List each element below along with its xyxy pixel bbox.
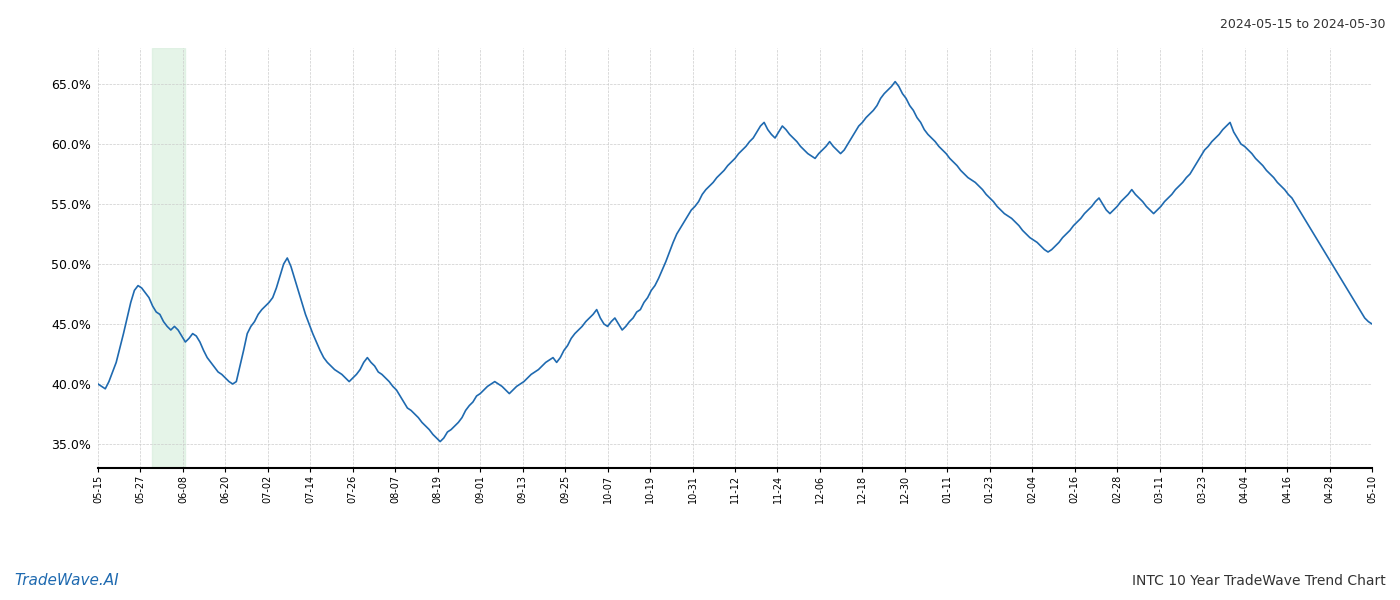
Bar [151,48,185,468]
Text: 2024-05-15 to 2024-05-30: 2024-05-15 to 2024-05-30 [1221,18,1386,31]
Text: INTC 10 Year TradeWave Trend Chart: INTC 10 Year TradeWave Trend Chart [1133,574,1386,588]
Text: TradeWave.AI: TradeWave.AI [14,573,119,588]
